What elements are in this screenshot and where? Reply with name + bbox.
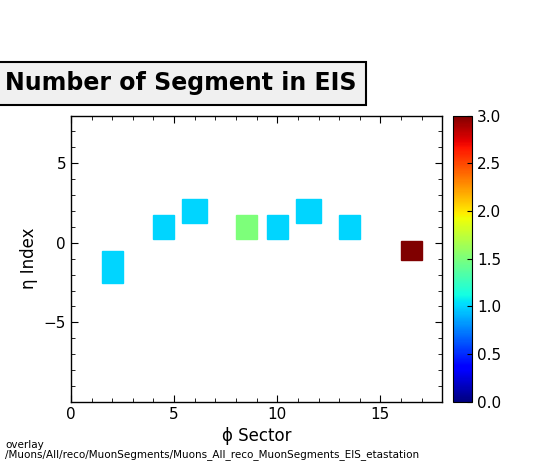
Text: Number of Segment in EIS: Number of Segment in EIS: [5, 71, 357, 95]
Bar: [339, 215, 360, 239]
Text: /Muons/All/reco/MuonSegments/Muons_All_reco_MuonSegments_EIS_etastation: /Muons/All/reco/MuonSegments/Muons_All_r…: [5, 449, 419, 460]
Bar: [153, 215, 174, 239]
Bar: [267, 215, 288, 239]
X-axis label: ϕ Sector: ϕ Sector: [222, 427, 292, 445]
Bar: [102, 251, 122, 283]
Bar: [296, 199, 321, 223]
Bar: [401, 241, 422, 260]
Bar: [236, 215, 257, 239]
Text: overlay: overlay: [5, 440, 44, 450]
Y-axis label: η Index: η Index: [20, 228, 38, 290]
Bar: [182, 199, 207, 223]
